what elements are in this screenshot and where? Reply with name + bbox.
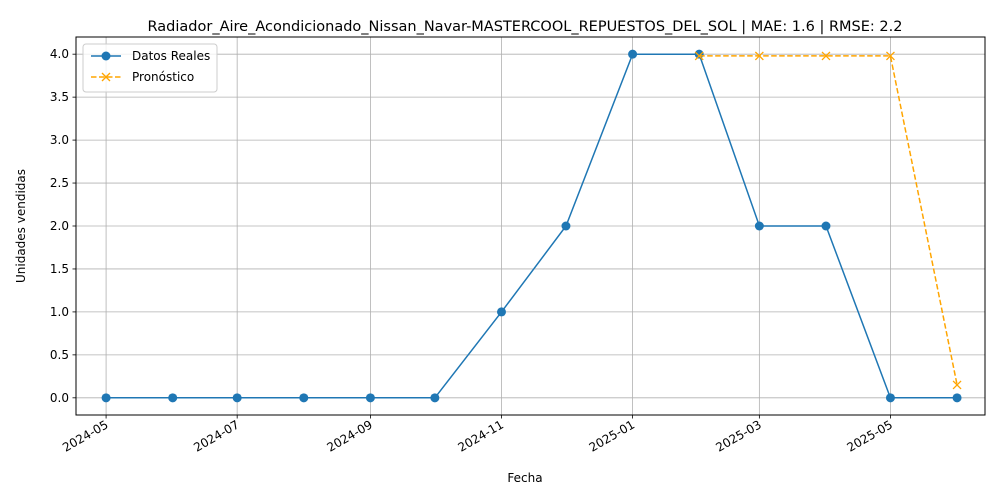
y-tick-label: 1.0 (50, 305, 69, 319)
data-point-datos-reales (694, 49, 704, 59)
x-axis-label: Fecha (507, 471, 542, 485)
y-axis-label: Unidades vendidas (14, 169, 28, 283)
y-tick-label: 2.0 (50, 219, 69, 233)
chart-title: Radiador_Aire_Acondicionado_Nissan_Navar… (148, 19, 903, 35)
x-tick-label: 2025-03 (713, 417, 763, 454)
x-tick-label: 2024-11 (456, 417, 506, 454)
x-tick-label: 2024-05 (60, 417, 110, 454)
y-tick-label: 0.0 (50, 391, 69, 405)
data-point-pronostico (885, 51, 895, 61)
data-point-datos-reales (365, 393, 375, 403)
data-point-datos-reales (101, 393, 111, 403)
ticks-layer: 0.0 0.5 1.0 1.5 2.0 2.5 3.0 3.5 4.0 2024-05 2024-0… (50, 47, 895, 454)
data-point-datos-reales (885, 393, 895, 403)
data-point-datos-reales (168, 393, 178, 403)
data-point-datos-reales (232, 393, 242, 403)
y-tick-label: 2.5 (50, 176, 69, 190)
data-point-datos-reales (952, 393, 962, 403)
x-tick-label: 2025-01 (587, 417, 637, 454)
data-point-datos-reales (430, 393, 440, 403)
x-tick-label: 2024-09 (324, 417, 374, 454)
y-tick-label: 4.0 (50, 47, 69, 61)
data-point-pronostico (694, 51, 704, 61)
legend-label-datos-reales: Datos Reales (132, 49, 210, 63)
x-tick-label: 2025-05 (845, 417, 895, 454)
series-line-datos-reales (106, 53, 958, 399)
legend: Datos Reales Pronóstico (82, 43, 218, 93)
grid-layer (76, 37, 985, 415)
data-point-pronostico (952, 380, 962, 390)
y-tick-label: 0.5 (50, 348, 69, 362)
y-tick-label: 3.0 (50, 133, 69, 147)
y-tick-label: 1.5 (50, 262, 69, 276)
x-tick-label: 2024-07 (191, 417, 241, 454)
data-point-datos-reales (561, 221, 571, 231)
legend-label-pronostico: Pronóstico (132, 70, 194, 84)
legend-marker-datos-reales (101, 51, 111, 61)
series-layer (101, 49, 962, 403)
data-point-pronostico (754, 51, 764, 61)
data-point-datos-reales (496, 307, 506, 317)
data-point-datos-reales (754, 221, 764, 231)
data-point-datos-reales (299, 393, 309, 403)
data-point-pronostico (821, 51, 831, 61)
legend-marker-pronostico (101, 72, 111, 82)
y-tick-label: 3.5 (50, 90, 69, 104)
data-point-datos-reales (821, 221, 831, 231)
data-point-datos-reales (628, 49, 638, 59)
series-line-pronostico (699, 55, 958, 386)
